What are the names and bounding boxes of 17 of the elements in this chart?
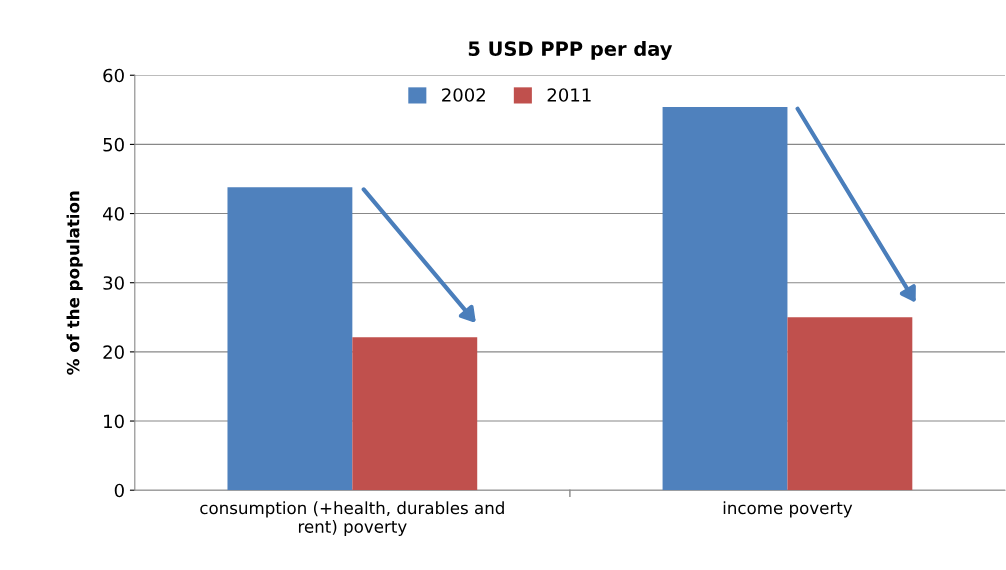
y-tick-label: 40 [102,207,124,221]
bar [227,187,353,491]
y-tick-label: 20 [103,345,124,359]
bar [662,107,788,491]
y-tick-label: 50 [103,137,124,152]
legend-label: 2002 [442,88,485,102]
y-tick-label: 30 [103,276,124,290]
x-tick-label: consumption (+health, durables and rent) poverty [200,501,504,537]
legend-label: 2011 [547,88,591,102]
bar [787,317,913,491]
chart-title: 5 USD PPP per day [468,41,673,60]
y-tick-label: 0 [114,483,124,498]
x-tick-label: income poverty [723,501,853,518]
bar [352,337,478,491]
y-tick-label: 60 [103,68,124,83]
y-tick-label: 10 [104,414,124,429]
y-axis-title: % of the population [66,191,83,375]
